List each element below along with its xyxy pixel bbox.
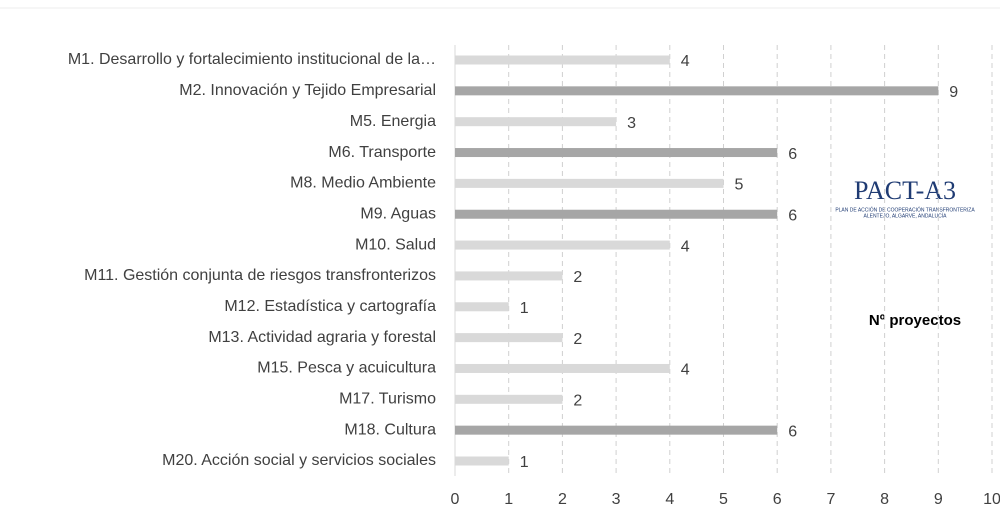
x-tick-label: 0 — [451, 491, 460, 508]
data-label: 2 — [573, 269, 582, 286]
x-tick-label: 3 — [612, 491, 621, 508]
data-label: 2 — [573, 331, 582, 348]
bar — [455, 425, 778, 435]
data-label: 2 — [573, 393, 582, 410]
y-tick-label: M20. Acción social y servicios sociales — [162, 452, 436, 469]
data-label: 5 — [735, 177, 744, 194]
y-tick-label: M10. Salud — [355, 236, 436, 253]
y-tick-label: M5. Energia — [350, 113, 436, 130]
logo-line2: ALENTEJO, ALGARVE, ANDALUCÍA — [864, 212, 948, 219]
data-label: 6 — [788, 207, 797, 224]
y-tick-label: M11. Gestión conjunta de riesgos transfr… — [84, 267, 436, 284]
y-tick-label: M6. Transporte — [328, 144, 436, 161]
data-label: 4 — [681, 362, 690, 379]
x-tick-label: 2 — [558, 491, 567, 508]
y-tick-label: M12. Estadística y cartografía — [224, 298, 436, 315]
bar — [455, 333, 563, 343]
x-tick-label: 6 — [773, 491, 782, 508]
y-tick-label: M13. Actividad agraria y forestal — [208, 329, 436, 346]
bar — [455, 271, 563, 281]
bar — [455, 240, 670, 250]
bar — [455, 394, 563, 404]
x-tick-label: 10 — [983, 491, 1000, 508]
x-tick-label: 4 — [665, 491, 674, 508]
data-label: 4 — [681, 238, 690, 255]
annotation: Nº proyectos — [869, 312, 961, 329]
x-tick-label: 7 — [826, 491, 835, 508]
bar — [455, 178, 724, 188]
x-tick-label: 9 — [934, 491, 943, 508]
data-label: 6 — [788, 146, 797, 163]
bar — [455, 55, 670, 65]
x-tick-label: 8 — [880, 491, 889, 508]
y-tick-label: M8. Medio Ambiente — [290, 175, 436, 192]
logo-line1: PLAN DE ACCIÓN DE COOPERACIÓN TRANSFRONT… — [835, 206, 975, 213]
y-tick-label: M17. Turismo — [339, 391, 436, 408]
y-tick-label: M18. Cultura — [344, 421, 436, 438]
y-tick-label: M15. Pesca y acuicultura — [257, 360, 436, 377]
bar — [455, 363, 670, 373]
y-tick-label: M1. Desarrollo y fortalecimiento institu… — [68, 51, 436, 68]
bar — [455, 148, 778, 158]
y-tick-label: M2. Innovación y Tejido Empresarial — [179, 82, 436, 99]
bar — [455, 209, 778, 219]
data-label: 1 — [520, 300, 529, 317]
data-label: 6 — [788, 423, 797, 440]
x-tick-label: 1 — [504, 491, 513, 508]
data-label: 3 — [627, 115, 636, 132]
data-label: 1 — [520, 454, 529, 471]
data-label: 4 — [681, 53, 690, 70]
y-tick-label: M9. Aguas — [360, 205, 436, 222]
data-label: 9 — [949, 84, 958, 101]
x-tick-label: 5 — [719, 491, 728, 508]
bar — [455, 456, 509, 466]
bar — [455, 86, 939, 96]
bar — [455, 117, 617, 127]
logo-name: PACT-A3 — [854, 176, 956, 205]
bar — [455, 302, 509, 312]
